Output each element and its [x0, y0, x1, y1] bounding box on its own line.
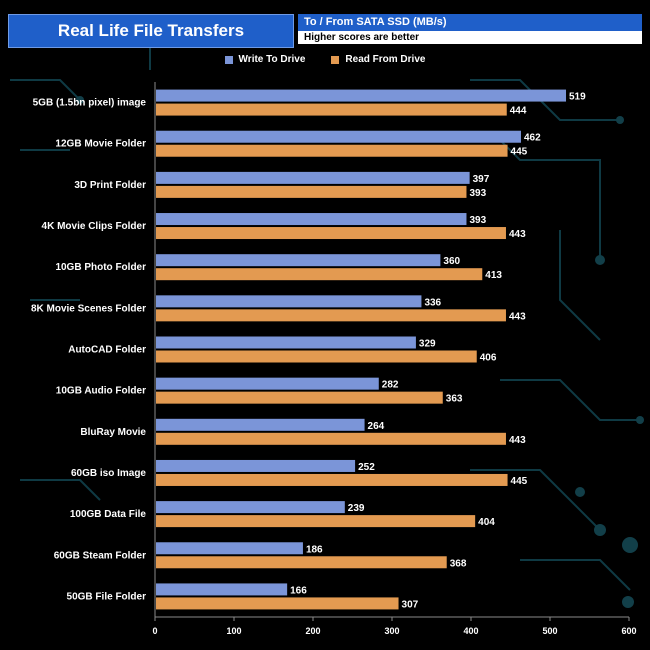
bar-write: [156, 418, 365, 431]
bar-read: [156, 268, 483, 281]
bar-read: [156, 144, 508, 157]
bar-write: [156, 171, 470, 184]
data-label-write: 393: [469, 215, 486, 226]
bar-read: [156, 556, 447, 569]
chart-title-box: Real Life File Transfers: [8, 14, 294, 48]
category-label: 4K Movie Clips Folder: [42, 221, 147, 232]
bar-write: [156, 336, 416, 349]
data-label-write: 336: [424, 297, 441, 308]
bar-read: [156, 185, 467, 198]
legend-item-write: Write To Drive: [224, 54, 306, 65]
data-label-write: 397: [473, 174, 490, 185]
data-label-write: 360: [443, 256, 460, 267]
data-label-read: 443: [509, 229, 526, 240]
bar-read: [156, 391, 443, 404]
data-label-read: 307: [402, 599, 419, 610]
data-label-read: 368: [450, 558, 467, 569]
bar-read: [156, 473, 508, 486]
x-tick-label: 0: [152, 626, 157, 636]
data-label-read: 404: [478, 517, 495, 528]
x-tick-label: 100: [226, 626, 241, 636]
data-label-read: 445: [511, 476, 528, 487]
category-label: 60GB Steam Folder: [54, 550, 146, 561]
bar-read: [156, 515, 476, 528]
legend-label-write: Write To Drive: [238, 54, 306, 65]
category-label: AutoCAD Folder: [68, 345, 146, 356]
data-label-write: 282: [382, 380, 399, 391]
bar-read: [156, 350, 477, 363]
data-label-write: 186: [306, 544, 323, 555]
note: Higher scores are better: [298, 31, 642, 44]
x-tick-label: 500: [542, 626, 557, 636]
bar-write: [156, 583, 288, 596]
bar-write: [156, 254, 441, 267]
data-label-write: 329: [419, 339, 436, 350]
chart-title: Real Life File Transfers: [57, 21, 245, 40]
data-label-read: 406: [480, 353, 497, 364]
x-tick-label: 200: [305, 626, 320, 636]
data-label-read: 413: [485, 270, 502, 281]
data-label-write: 264: [368, 421, 385, 432]
legend: Write To Drive Read From Drive: [0, 54, 650, 65]
bar-read: [156, 103, 507, 116]
category-label: 50GB File Folder: [67, 591, 147, 602]
bar-write: [156, 459, 356, 472]
category-label: 10GB Photo Folder: [55, 262, 146, 273]
category-label: 10GB Audio Folder: [56, 386, 146, 397]
bar-write: [156, 295, 422, 308]
legend-swatch-read: [331, 55, 340, 64]
bar-write: [156, 213, 467, 226]
data-label-write: 166: [290, 585, 307, 596]
legend-item-read: Read From Drive: [331, 54, 425, 65]
x-tick-label: 600: [621, 626, 636, 636]
data-label-read: 393: [469, 188, 486, 199]
bar-write: [156, 501, 345, 514]
legend-swatch-write: [224, 55, 233, 64]
data-label-read: 443: [509, 311, 526, 322]
category-label: 12GB Movie Folder: [55, 139, 146, 150]
data-label-write: 252: [358, 462, 375, 473]
bar-read: [156, 432, 506, 445]
legend-label-read: Read From Drive: [345, 54, 426, 65]
bar-write: [156, 542, 303, 555]
category-label: 3D Print Folder: [74, 180, 146, 191]
bar-read: [156, 227, 506, 240]
subtitle-box: To / From SATA SSD (MB/s) Higher scores …: [298, 14, 642, 44]
data-label-write: 519: [569, 92, 586, 103]
data-label-read: 444: [510, 106, 527, 117]
data-label-read: 363: [446, 394, 463, 405]
data-label-write: 462: [524, 133, 541, 144]
subtitle: To / From SATA SSD (MB/s): [298, 14, 642, 31]
data-label-read: 443: [509, 435, 526, 446]
category-label: BluRay Movie: [80, 427, 146, 438]
bar-read: [156, 309, 506, 322]
x-tick-label: 300: [384, 626, 399, 636]
category-label: 60GB iso Image: [71, 468, 146, 479]
data-label-read: 445: [511, 147, 528, 158]
bar-read: [156, 597, 399, 610]
data-label-write: 239: [348, 503, 365, 514]
x-tick-label: 400: [463, 626, 478, 636]
category-label: 8K Movie Scenes Folder: [31, 303, 146, 314]
bar-write: [156, 377, 379, 390]
bar-write: [156, 130, 521, 143]
category-label: 5GB (1.5bn pixel) image: [33, 98, 147, 109]
category-label: 100GB Data File: [70, 509, 147, 520]
bar-write: [156, 89, 567, 102]
